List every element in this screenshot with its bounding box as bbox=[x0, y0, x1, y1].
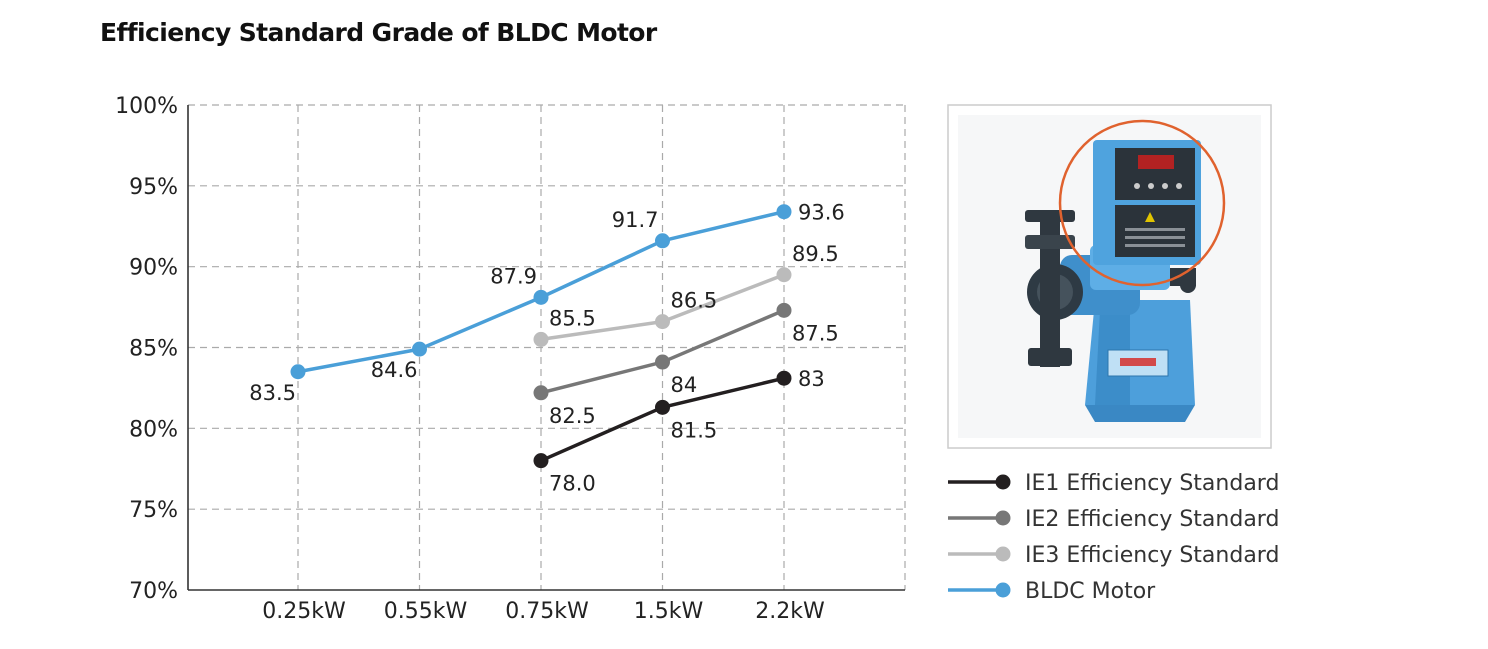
ie2-efficiency-standard-data-label: 87.5 bbox=[792, 321, 839, 345]
ie2-efficiency-standard-data-label: 82.5 bbox=[549, 404, 596, 428]
legend-marker-bldc-motor bbox=[995, 582, 1011, 598]
x-tick-label: 2.2kW bbox=[755, 599, 825, 624]
legend: IE1 Efficiency Standard IE2 Efficiency St… bbox=[948, 471, 1279, 604]
ie2-efficiency-standard-data-label: 84 bbox=[671, 373, 698, 397]
x-tick-label: 0.55kW bbox=[384, 599, 468, 624]
y-tick-label: 80% bbox=[129, 417, 178, 442]
labels-layer: 78.0 81.5 83 82.5 84 87.5 85.5 86.5 89.5 83.5 84.6… bbox=[249, 201, 845, 496]
ie3-efficiency-standard-point bbox=[776, 267, 792, 283]
bldc-motor-point bbox=[776, 204, 792, 220]
bldc-motor-point bbox=[290, 364, 306, 380]
x-tick-label: 1.5kW bbox=[634, 599, 704, 624]
x-tick-label: 0.75kW bbox=[505, 599, 589, 624]
series-layer bbox=[290, 204, 792, 469]
ie2-efficiency-standard-point bbox=[655, 354, 670, 370]
ie1-efficiency-standard-data-label: 78.0 bbox=[549, 472, 596, 496]
y-tick-label: 75% bbox=[129, 498, 178, 523]
y-tick-label: 70% bbox=[129, 579, 178, 604]
legend-marker-ie3-efficiency-standard bbox=[995, 546, 1011, 562]
highlight-circle bbox=[1058, 119, 1226, 287]
bldc-motor-data-label: 91.7 bbox=[612, 208, 659, 232]
legend-label-ie1-efficiency-standard: IE1 Efficiency Standard bbox=[1025, 471, 1279, 496]
ie1-efficiency-standard-point bbox=[655, 399, 670, 415]
legend-label-ie3-efficiency-standard: IE3 Efficiency Standard bbox=[1025, 543, 1279, 568]
axes: 100% 95% 90% 85% 80% 75% 70% 0.25kW 0.55kW 0.75kW… bbox=[115, 94, 905, 624]
bldc-motor-data-label: 84.6 bbox=[371, 358, 418, 382]
y-tick-label: 95% bbox=[129, 175, 178, 200]
bldc-motor-point bbox=[533, 289, 549, 305]
ie3-efficiency-standard-point bbox=[533, 331, 549, 347]
x-tick-label: 0.25kW bbox=[262, 599, 346, 624]
legend-label-bldc-motor: BLDC Motor bbox=[1025, 579, 1156, 604]
grid bbox=[188, 104, 906, 590]
bldc-motor-data-label: 93.6 bbox=[798, 201, 845, 225]
legend-marker-ie2-efficiency-standard bbox=[995, 510, 1011, 526]
chart-title: Efficiency Standard Grade of BLDC Motor bbox=[100, 18, 657, 47]
legend-marker-ie1-efficiency-standard bbox=[995, 474, 1011, 490]
ie2-efficiency-standard-point bbox=[533, 385, 549, 401]
ie2-efficiency-standard-point bbox=[776, 302, 792, 318]
ie1-efficiency-standard-data-label: 83 bbox=[798, 367, 825, 391]
bldc-motor-data-label: 87.9 bbox=[490, 264, 537, 288]
y-tick-label: 85% bbox=[129, 337, 178, 362]
pump-photo bbox=[947, 104, 1272, 449]
legend-label-ie2-efficiency-standard: IE2 Efficiency Standard bbox=[1025, 507, 1279, 532]
ie1-efficiency-standard-data-label: 81.5 bbox=[671, 418, 718, 442]
bldc-motor-point bbox=[412, 341, 427, 357]
ie3-efficiency-standard-data-label: 89.5 bbox=[792, 242, 839, 266]
ie1-efficiency-standard-point bbox=[533, 453, 549, 469]
bldc-motor-point bbox=[655, 233, 670, 249]
ie3-efficiency-standard-point bbox=[655, 314, 670, 330]
ie3-efficiency-standard-data-label: 86.5 bbox=[671, 289, 718, 313]
ie1-efficiency-standard-point bbox=[776, 370, 792, 386]
y-tick-label: 90% bbox=[129, 256, 178, 281]
ie3-efficiency-standard-data-label: 85.5 bbox=[549, 306, 596, 330]
bldc-motor-data-label: 83.5 bbox=[249, 381, 296, 405]
y-tick-label: 100% bbox=[115, 94, 178, 119]
